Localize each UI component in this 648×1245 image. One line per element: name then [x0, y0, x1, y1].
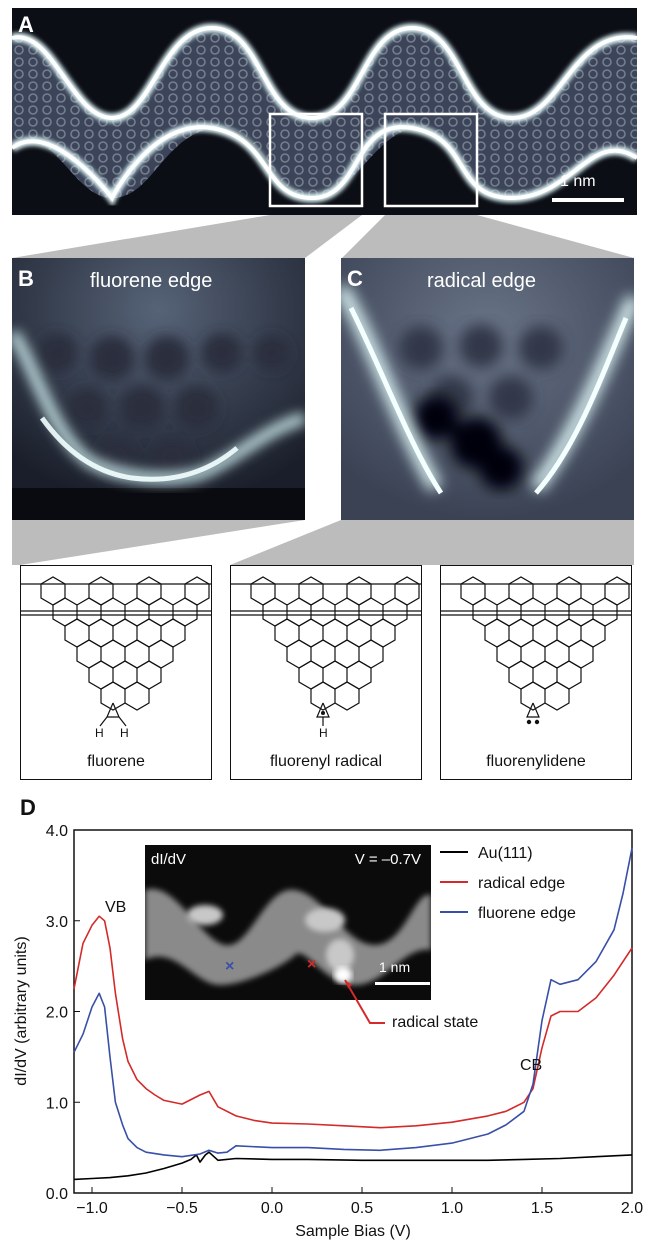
panel-label-c: C — [347, 266, 363, 291]
x-tick-label: −0.5 — [166, 1200, 198, 1217]
x-axis-label: Sample Bias (V) — [295, 1223, 411, 1240]
panel-b: B fluorene edge — [7, 258, 307, 520]
x-tick-label: 0.5 — [351, 1200, 373, 1217]
zoom-connectors-top — [12, 215, 634, 258]
fluorene-structure-drawing — [21, 576, 211, 727]
y-axis-label: dI/dV (arbitrary units) — [13, 936, 30, 1085]
radical-state-arrow — [344, 979, 385, 1024]
x-tick-label: 0.0 — [261, 1200, 283, 1217]
fluorene-h2: H — [120, 726, 129, 740]
panel-c: C radical edge — [334, 258, 641, 520]
y-tick-label: 4.0 — [46, 823, 68, 840]
zoom-connectors-bottom — [12, 520, 634, 565]
x-tick-label: −1.0 — [76, 1200, 108, 1217]
cb-annotation: CB — [520, 1057, 542, 1074]
legend: Au(111) radical edge fluorene edge — [440, 845, 576, 922]
caption-fluorene: fluorene — [87, 753, 145, 770]
x-tick-label: 1.5 — [531, 1200, 553, 1217]
structure-fluorenyl-radical: H fluorenyl radical — [230, 565, 422, 780]
panel-label-b: B — [18, 266, 34, 291]
caption-fluorenyl-radical: fluorenyl radical — [269, 753, 383, 770]
series-line-radical-edge — [73, 915, 633, 1129]
y-tick-label: 0.0 — [46, 1186, 68, 1203]
panel-label-d: D — [20, 795, 36, 820]
y-tick-label: 2.0 — [46, 1005, 68, 1022]
x-tick-label: 1.0 — [441, 1200, 463, 1217]
scale-bar-a — [552, 198, 624, 202]
panel-label-a: A — [18, 12, 34, 37]
inset-bias-label: V = –0.7V — [354, 851, 421, 868]
stm-image-c — [334, 258, 641, 520]
radical-h: H — [319, 726, 328, 740]
fluorenylidene-structure-drawing — [441, 576, 631, 725]
series-line-fluorene-edge — [73, 848, 633, 1158]
inset-scale-label: 1 nm — [379, 959, 411, 975]
stm-image-b — [7, 258, 307, 520]
legend-label-fluorene: fluorene edge — [478, 905, 576, 922]
spectra-chart: −1.0 −0.5 0.0 0.5 1.0 1.5 2.0 0.0 1.0 2.0 3.0 4.0 V… — [13, 823, 643, 1240]
y-tick-label: 3.0 — [46, 914, 68, 931]
structure-fluorene: H H fluorene — [20, 565, 212, 780]
inset-didv-label: dI/dV — [151, 851, 187, 868]
panel-b-title: fluorene edge — [90, 270, 213, 292]
inset-scale-bar — [375, 982, 430, 985]
scale-bar-label-a: 1 nm — [560, 173, 596, 190]
zoom-box-b — [268, 112, 364, 208]
fluorene-h1: H — [95, 726, 104, 740]
legend-label-au: Au(111) — [478, 845, 533, 862]
radical-state-label: radical state — [392, 1014, 479, 1031]
legend-label-radical: radical edge — [478, 875, 565, 892]
vb-annotation: VB — [105, 899, 126, 916]
stm-image-a — [9, 8, 640, 215]
fluorene-marker-icon: × — [225, 958, 234, 975]
structure-fluorenylidene: fluorenylidene — [440, 565, 632, 780]
x-tick-label: 2.0 — [621, 1200, 643, 1217]
y-tick-label: 1.0 — [46, 1095, 68, 1112]
panel-c-title: radical edge — [427, 270, 536, 292]
zoom-box-c — [383, 112, 479, 208]
series-line-au111 — [73, 1151, 633, 1181]
radical-marker-icon: × — [307, 956, 316, 973]
fluorenyl-radical-structure-drawing — [231, 576, 421, 726]
inset-didv-map: × × dI/dV V = –0.7V 1 nm — [145, 845, 431, 1000]
inset-image: × × — [145, 888, 431, 985]
caption-fluorenylidene: fluorenylidene — [486, 753, 586, 770]
panel-a: A 1 nm — [9, 8, 640, 215]
